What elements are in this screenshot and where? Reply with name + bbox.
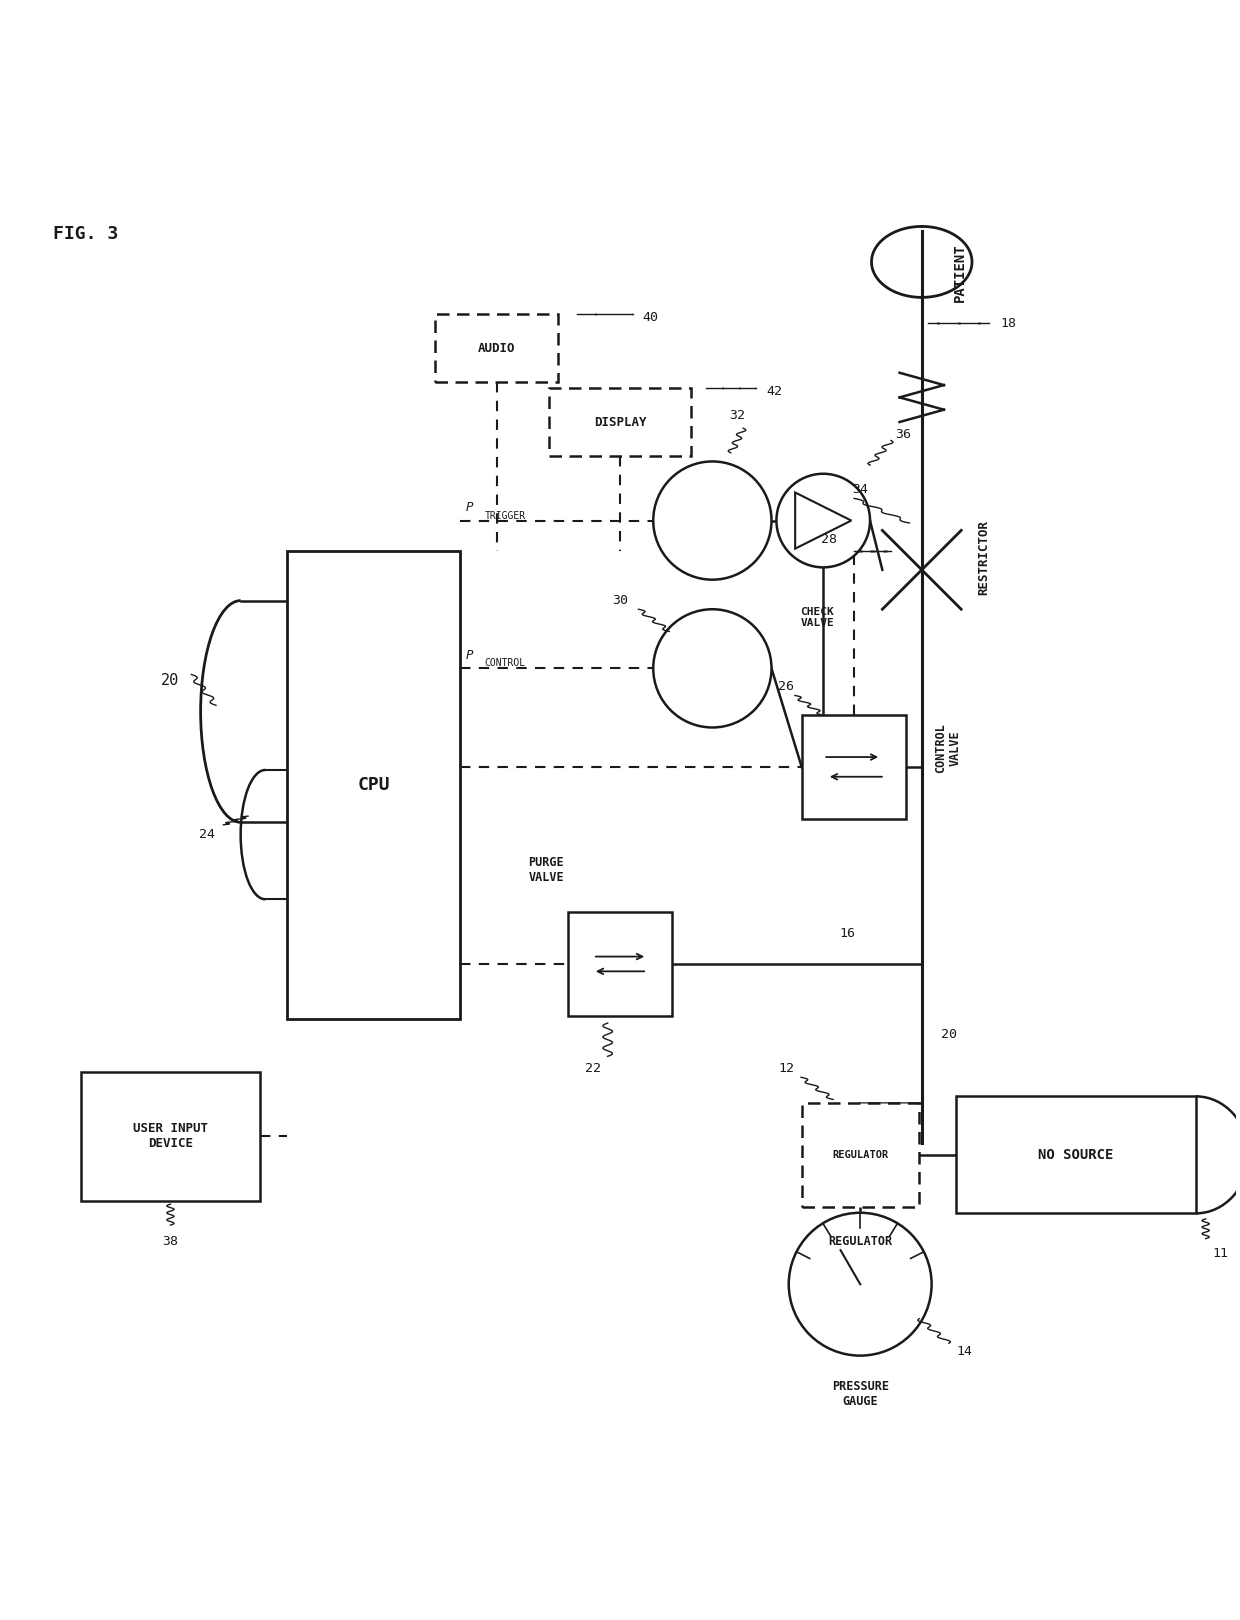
Text: 16: 16 — [839, 927, 856, 940]
Text: 36: 36 — [895, 428, 911, 441]
Text: 42: 42 — [766, 384, 782, 399]
Text: 20: 20 — [161, 674, 180, 688]
Circle shape — [789, 1213, 931, 1356]
Text: PURGE
VALVE: PURGE VALVE — [528, 855, 564, 885]
Text: NO SOURCE: NO SOURCE — [1038, 1149, 1114, 1162]
Bar — [956, 1097, 1195, 1213]
Circle shape — [653, 462, 771, 580]
Text: 14: 14 — [957, 1346, 973, 1359]
Text: 22: 22 — [585, 1063, 601, 1076]
Text: REGULATOR: REGULATOR — [832, 1150, 888, 1160]
Text: 34: 34 — [852, 483, 868, 496]
Text: 28: 28 — [821, 533, 837, 546]
Text: DISPLAY: DISPLAY — [594, 415, 646, 429]
Text: TRIGGER: TRIGGER — [485, 510, 526, 520]
Text: RESTRICTOR: RESTRICTOR — [977, 520, 991, 595]
Bar — [568, 912, 672, 1016]
Text: PRESSURE
GAUGE: PRESSURE GAUGE — [832, 1380, 889, 1408]
Text: 30: 30 — [613, 595, 627, 608]
Text: 18: 18 — [999, 318, 1016, 330]
Circle shape — [653, 609, 771, 727]
Text: CONTROL: CONTROL — [485, 658, 526, 669]
Bar — [802, 1103, 919, 1207]
Text: 38: 38 — [162, 1234, 179, 1247]
Bar — [802, 714, 906, 820]
Text: USER INPUT
DEVICE: USER INPUT DEVICE — [133, 1123, 208, 1150]
Text: P: P — [466, 502, 474, 515]
Text: 20: 20 — [941, 1029, 957, 1042]
Text: 24: 24 — [200, 828, 216, 841]
Text: PATIENT: PATIENT — [952, 243, 966, 301]
Text: P: P — [466, 650, 474, 663]
Text: FIG. 3: FIG. 3 — [53, 225, 119, 243]
Bar — [288, 551, 460, 1019]
Bar — [81, 1072, 259, 1200]
Text: CPU: CPU — [357, 776, 389, 794]
Text: CONTROL
VALVE: CONTROL VALVE — [934, 724, 962, 773]
Bar — [549, 389, 691, 455]
Text: 26: 26 — [779, 680, 795, 693]
Bar — [435, 314, 558, 382]
Text: 12: 12 — [779, 1063, 795, 1076]
Text: AUDIO: AUDIO — [479, 342, 516, 355]
Text: CHECK
VALVE: CHECK VALVE — [800, 608, 835, 629]
Circle shape — [776, 473, 870, 567]
Text: 11: 11 — [1213, 1247, 1229, 1260]
Text: 32: 32 — [729, 410, 745, 423]
Text: REGULATOR: REGULATOR — [828, 1234, 893, 1247]
Text: 40: 40 — [642, 311, 658, 324]
